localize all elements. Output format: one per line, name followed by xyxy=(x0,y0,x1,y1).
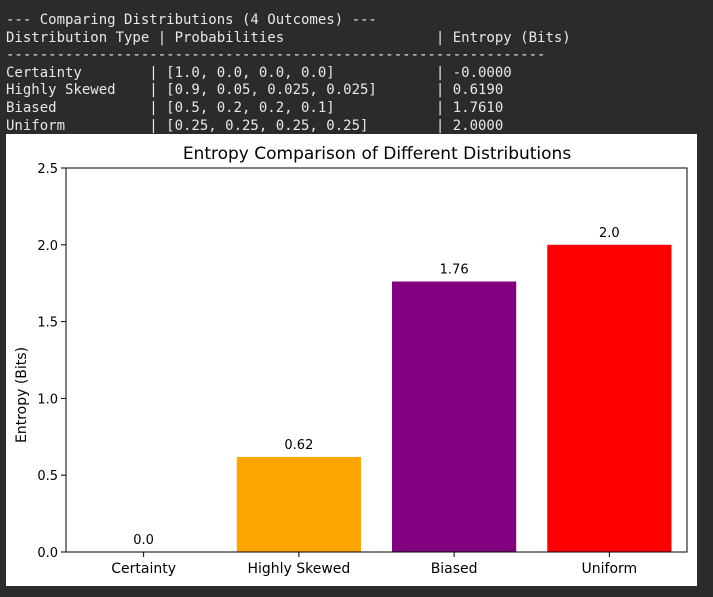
axes-frame xyxy=(65,167,688,553)
console-divider: ----------------------------------------… xyxy=(6,47,546,64)
y-tick-label: 0.0 xyxy=(37,546,58,561)
console-row-biased: Biased | [0.5, 0.2, 0.2, 0.1] | 1.7610 xyxy=(6,99,504,116)
data-label-highly-skewed: 0.62 xyxy=(284,438,313,453)
bar-biased xyxy=(392,281,517,552)
console-row-uniform: Uniform | [0.25, 0.25, 0.25, 0.25] | 2.0… xyxy=(6,117,504,134)
bar-uniform xyxy=(547,244,672,553)
data-labels-group: 0.0 0.62 1.76 2.0 xyxy=(133,226,619,548)
x-tick-label-uniform: Uniform xyxy=(582,561,638,577)
y-tick-label: 1.0 xyxy=(37,392,58,407)
entropy-bar-chart: Entropy Comparison of Different Distribu… xyxy=(14,144,688,577)
bar-highly-skewed xyxy=(236,456,361,552)
data-label-uniform: 2.0 xyxy=(599,226,620,241)
y-tick-label: 0.5 xyxy=(37,469,58,484)
console-header: --- Comparing Distributions (4 Outcomes)… xyxy=(6,12,377,28)
plot-panel: Entropy Comparison of Different Distribu… xyxy=(6,134,697,586)
x-tick-label-highly-skewed: Highly Skewed xyxy=(247,561,350,577)
x-ticks-group: Certainty Highly Skewed Biased Uniform xyxy=(111,552,637,577)
y-ticks-group: 0.0 0.5 1.0 1.5 2.0 2.5 xyxy=(37,162,66,561)
y-tick-label: 2.0 xyxy=(37,239,58,254)
console-output: --- Comparing Distributions (4 Outcomes)… xyxy=(6,12,571,135)
data-label-biased: 1.76 xyxy=(440,263,469,278)
x-tick-label-certainty: Certainty xyxy=(111,561,176,577)
console-row-highly-skewed: Highly Skewed | [0.9, 0.05, 0.025, 0.025… xyxy=(6,82,504,99)
bars-group xyxy=(236,244,672,553)
x-tick-label-biased: Biased xyxy=(431,561,478,577)
y-tick-label: 2.5 xyxy=(37,162,58,177)
console-row-certainty: Certainty | [1.0, 0.0, 0.0, 0.0] | -0.00… xyxy=(6,64,512,81)
data-label-certainty: 0.0 xyxy=(133,533,154,548)
y-tick-label: 1.5 xyxy=(37,316,58,331)
y-axis-label: Entropy (Bits) xyxy=(14,347,30,443)
console-column-headers: Distribution Type | Probabilities | Entr… xyxy=(6,29,571,46)
chart-title: Entropy Comparison of Different Distribu… xyxy=(183,144,572,164)
